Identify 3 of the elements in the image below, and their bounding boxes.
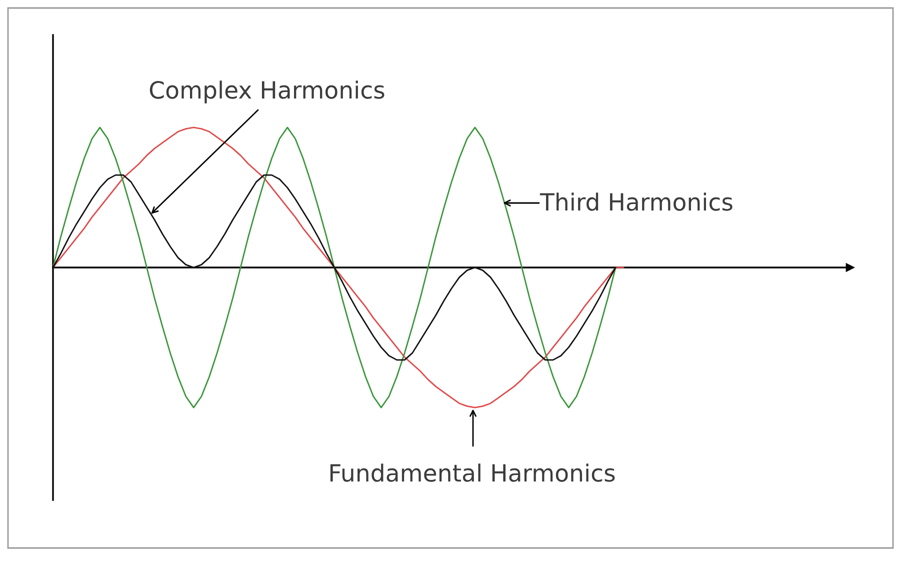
- text: Fundamental Harmonics: [330, 464, 615, 482]
- text: Complex Harmonics: [150, 80, 384, 104]
- series-label: Third Harmonics: [540, 192, 732, 211]
